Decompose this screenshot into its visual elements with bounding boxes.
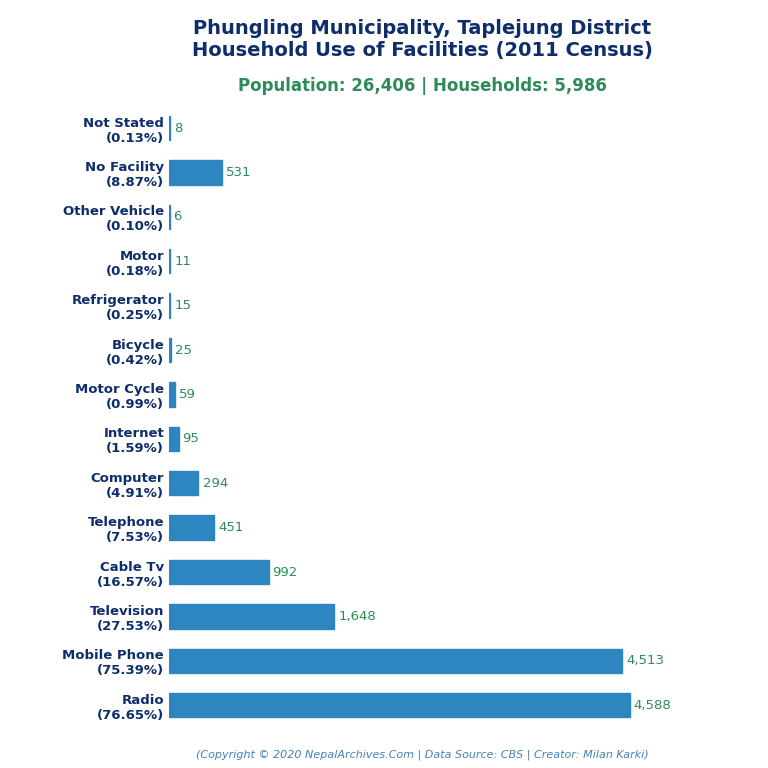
Text: 531: 531: [227, 166, 252, 179]
Text: 4,588: 4,588: [634, 699, 671, 712]
Text: 11: 11: [174, 255, 191, 268]
Bar: [169, 560, 269, 584]
Text: Phungling Municipality, Taplejung District
Household Use of Facilities (2011 Cen: Phungling Municipality, Taplejung Distri…: [192, 19, 653, 60]
Text: 8: 8: [174, 121, 182, 134]
Bar: [169, 649, 622, 673]
Text: 6: 6: [174, 210, 182, 223]
Bar: [169, 249, 170, 273]
Bar: [169, 382, 175, 406]
Bar: [169, 693, 630, 717]
Bar: [169, 161, 222, 184]
Bar: [169, 427, 178, 451]
Bar: [169, 471, 198, 495]
Text: 4,513: 4,513: [626, 654, 664, 667]
Bar: [169, 338, 171, 362]
Bar: [169, 116, 170, 141]
Bar: [169, 515, 214, 540]
Text: Population: 26,406 | Households: 5,986: Population: 26,406 | Households: 5,986: [238, 77, 607, 94]
Text: 992: 992: [273, 565, 298, 578]
Text: 451: 451: [218, 521, 243, 534]
Text: 1,648: 1,648: [339, 610, 376, 623]
Text: 294: 294: [203, 477, 228, 490]
Text: (Copyright © 2020 NepalArchives.Com | Data Source: CBS | Creator: Milan Karki): (Copyright © 2020 NepalArchives.Com | Da…: [196, 750, 649, 760]
Text: 15: 15: [174, 300, 191, 312]
Text: 95: 95: [183, 432, 200, 445]
Text: 25: 25: [175, 343, 193, 356]
Bar: [169, 604, 335, 629]
Text: 59: 59: [179, 388, 196, 401]
Bar: [169, 293, 170, 318]
